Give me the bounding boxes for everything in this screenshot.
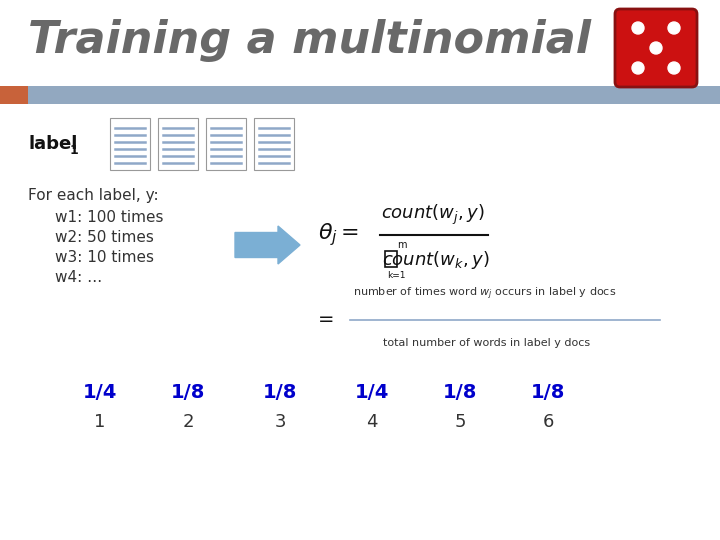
Text: k=1: k=1 — [387, 271, 405, 280]
Text: w4: …: w4: … — [55, 270, 102, 285]
Bar — [0, 86, 28, 104]
Bar — [0, 86, 720, 104]
Text: $\mathit{count}(w_j, y)$: $\mathit{count}(w_j, y)$ — [381, 203, 485, 227]
Text: $\mathit{count}(w_k, y)$: $\mathit{count}(w_k, y)$ — [382, 249, 490, 271]
Circle shape — [668, 62, 680, 74]
Text: 1/8: 1/8 — [531, 382, 565, 402]
Bar — [385, 251, 397, 267]
Circle shape — [632, 22, 644, 34]
Text: label: label — [28, 135, 77, 153]
Circle shape — [650, 42, 662, 54]
Text: w2: 50 times: w2: 50 times — [55, 230, 154, 245]
Text: total number of words in label y docs: total number of words in label y docs — [383, 338, 590, 348]
Text: w3: 10 times: w3: 10 times — [55, 250, 154, 265]
Circle shape — [668, 22, 680, 34]
Text: number of times word $w_j$ occurs in label y docs: number of times word $w_j$ occurs in lab… — [353, 286, 616, 302]
Text: For each label, y:: For each label, y: — [28, 188, 158, 203]
Text: 1: 1 — [70, 145, 78, 158]
Text: $\theta_j=$: $\theta_j=$ — [318, 221, 359, 248]
Text: 1/8: 1/8 — [263, 382, 297, 402]
Text: m: m — [397, 240, 407, 250]
Text: w1: 100 times: w1: 100 times — [55, 210, 163, 225]
Text: 1/8: 1/8 — [443, 382, 477, 402]
Text: 4: 4 — [366, 413, 378, 431]
Circle shape — [632, 62, 644, 74]
Text: 2: 2 — [182, 413, 194, 431]
Text: Training a multinomial: Training a multinomial — [28, 18, 591, 62]
Text: 1/4: 1/4 — [355, 382, 390, 402]
Text: 1: 1 — [94, 413, 106, 431]
Text: 1/4: 1/4 — [83, 382, 117, 402]
Bar — [254, 118, 294, 170]
Bar — [206, 118, 246, 170]
Text: 3: 3 — [274, 413, 286, 431]
FancyBboxPatch shape — [615, 9, 697, 87]
Text: =: = — [318, 310, 335, 329]
Text: 1/8: 1/8 — [171, 382, 205, 402]
Text: 5: 5 — [454, 413, 466, 431]
Bar — [110, 118, 150, 170]
FancyArrow shape — [235, 226, 300, 264]
Text: 6: 6 — [542, 413, 554, 431]
Bar — [158, 118, 198, 170]
